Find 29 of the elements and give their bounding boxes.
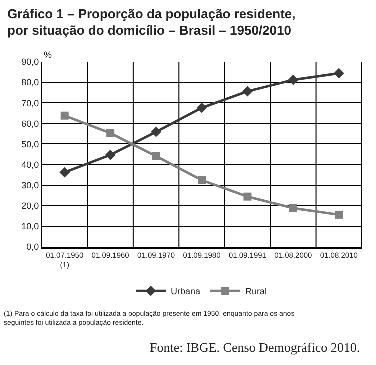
point — [242, 86, 253, 97]
y-tick-label: 20,0 — [22, 201, 40, 212]
y-tick-label: 0,0 — [26, 242, 40, 252]
point — [196, 102, 208, 114]
point — [106, 129, 115, 138]
y-tick-label: 30,0 — [22, 180, 40, 190]
y-tick-label: 80,0 — [22, 78, 40, 88]
point — [334, 68, 344, 79]
point — [335, 210, 344, 219]
point — [105, 150, 116, 160]
legend-label: Urbana — [171, 286, 201, 297]
point — [288, 74, 299, 86]
y-tick-label: 70,0 — [22, 98, 40, 108]
point — [60, 167, 70, 178]
point — [60, 112, 69, 120]
point — [151, 126, 162, 138]
chart-title: Gráfico 1 – Proporção da população residente, por situação do domicílio – Brasil – 1950/2010 — [8, 6, 296, 38]
y-tick-label: 40,0 — [22, 160, 40, 170]
source-note: Fonte: IBGE. Censo Demográfico 2010. — [150, 340, 360, 355]
y-axis-title: % — [44, 50, 52, 60]
point — [152, 152, 160, 160]
y-tick-label: 50,0 — [22, 139, 40, 150]
y-tick-label: 90,0 — [22, 57, 40, 68]
y-tick-label: 10,0 — [22, 222, 40, 232]
point — [198, 176, 206, 184]
point — [244, 192, 252, 201]
point — [289, 204, 298, 212]
legend-label: Rural — [246, 286, 268, 297]
y-tick-label: 60,0 — [22, 118, 40, 129]
